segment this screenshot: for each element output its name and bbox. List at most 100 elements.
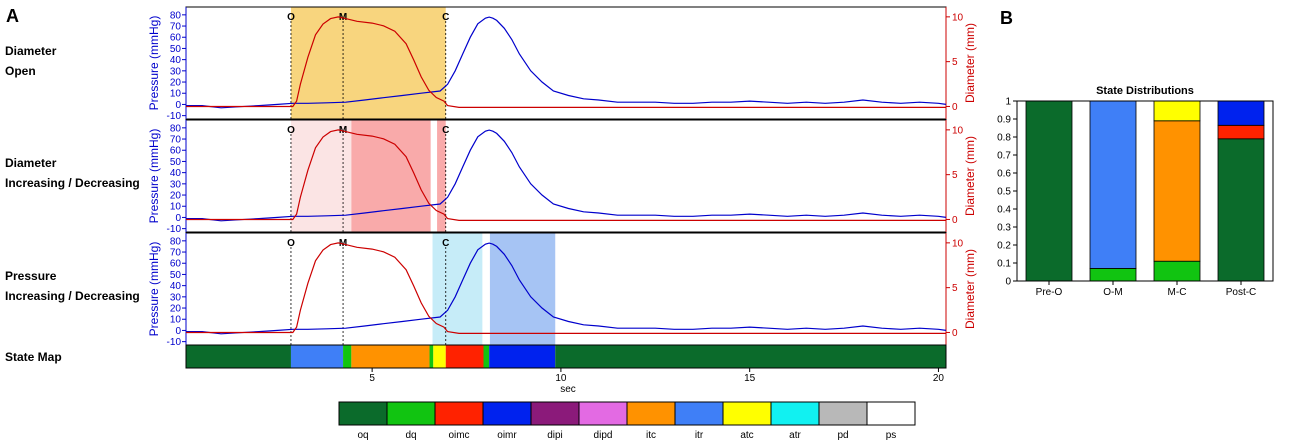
bar-segment-dq <box>1153 260 1201 282</box>
left-tick-label: 0 <box>175 100 181 111</box>
right-axis-title: Diameter (mm) <box>963 249 977 329</box>
left-tick-label: 60 <box>170 33 182 44</box>
row-label-1-line1: Diameter <box>5 44 57 58</box>
bar-segment-atc <box>1153 100 1201 122</box>
legend-swatch-dipi <box>530 401 580 426</box>
shaded-region <box>432 233 483 345</box>
panel-label-a: A <box>6 6 19 26</box>
bar-segment-itr <box>1089 100 1137 269</box>
bar-y-tick-label: 0.1 <box>997 259 1011 270</box>
left-tick-label: 50 <box>170 157 182 168</box>
legend-swatch-atr <box>770 401 820 426</box>
left-tick-label: 40 <box>170 281 182 292</box>
legend-swatch-atc <box>722 401 772 426</box>
diameter-line <box>186 129 946 221</box>
event-marker-label: O <box>287 238 295 249</box>
left-axis-title: Pressure (mmHg) <box>147 16 161 111</box>
bar-segment-oq <box>1025 100 1073 282</box>
left-tick-label: 30 <box>170 66 182 77</box>
diameter-line <box>186 16 946 109</box>
legend-swatch-itr <box>674 401 724 426</box>
bar-segment-oq <box>1217 138 1265 282</box>
row-label-2-line2: Increasing / Decreasing <box>5 176 140 190</box>
state-map-strip <box>185 344 947 369</box>
right-axis-title: Diameter (mm) <box>963 23 977 103</box>
left-tick-label: 30 <box>170 179 182 190</box>
bar-y-tick-label: 0.2 <box>997 241 1011 252</box>
pressure-line <box>186 129 947 222</box>
diameter-line <box>186 242 946 334</box>
legend-swatch-pd <box>818 401 868 426</box>
right-tick-label: 0 <box>952 215 958 226</box>
bar-category-label: M-C <box>1168 287 1187 298</box>
left-tick-label: 20 <box>170 78 182 89</box>
plot-frame <box>185 232 947 346</box>
left-tick-label: 70 <box>170 248 182 259</box>
legend-label: oq <box>357 430 368 441</box>
left-tick-label: -10 <box>167 337 182 348</box>
bar-y-tick-label: 0.3 <box>997 223 1011 234</box>
state-legend: oq dq oimc oimr dipi dipd itc itr atc atr pd ps <box>338 401 916 441</box>
bar-chart-title: State Distributions <box>1096 85 1194 97</box>
event-marker-label: O <box>287 125 295 136</box>
row-label-1-line2: Open <box>5 64 36 78</box>
legend-swatch-itc <box>626 401 676 426</box>
panel-label-b: B <box>1000 8 1013 28</box>
left-tick-label: 80 <box>170 123 182 134</box>
state-segment <box>445 345 484 368</box>
bar-y-tick-label: 0.7 <box>997 151 1011 162</box>
state-segment <box>483 345 490 368</box>
left-tick-label: 0 <box>175 213 181 224</box>
left-tick-label: 10 <box>170 89 182 100</box>
left-tick-label: 40 <box>170 55 182 66</box>
right-axis-title: Diameter (mm) <box>963 136 977 216</box>
bar-y-tick-label: 0.8 <box>997 133 1011 144</box>
state-segment <box>429 345 434 368</box>
bar-y-tick-label: 0 <box>1005 277 1011 288</box>
legend-swatch-dq <box>386 401 436 426</box>
state-segment <box>351 345 430 368</box>
pressure-line <box>186 242 947 335</box>
shaded-region <box>489 233 556 345</box>
legend-label: ps <box>886 430 897 441</box>
right-tick-label: 10 <box>952 238 964 249</box>
state-distributions-chart: State Distributions Pre-O O-M M-C Post-C 0 0.1… <box>997 85 1274 298</box>
bar-y-tick-label: 0.9 <box>997 115 1011 126</box>
x-tick-label: 15 <box>744 373 756 384</box>
left-tick-label: 60 <box>170 146 182 157</box>
left-axis-title: Pressure (mmHg) <box>147 129 161 224</box>
legend-label: atc <box>740 430 753 441</box>
legend-label: atr <box>789 430 801 441</box>
left-tick-label: 50 <box>170 44 182 55</box>
left-tick-label: 40 <box>170 168 182 179</box>
legend-label: dipd <box>594 430 613 441</box>
bar-y-tick-label: 1 <box>1005 97 1011 108</box>
bar-y-tick-label: 0.6 <box>997 169 1011 180</box>
shaded-region <box>437 120 446 232</box>
shaded-region <box>351 120 431 232</box>
legend-swatch-oimc <box>434 401 484 426</box>
bar-category-label: Pre-O <box>1036 287 1063 298</box>
state-segment <box>343 345 352 368</box>
x-axis-title: sec <box>560 384 576 395</box>
state-segment <box>186 345 291 368</box>
legend-swatch-ps <box>866 401 916 426</box>
legend-swatch-oimr <box>482 401 532 426</box>
bar-segment-dq <box>1089 267 1137 282</box>
right-tick-label: 5 <box>952 170 958 181</box>
state-segment <box>555 345 946 368</box>
legend-label: itc <box>646 430 656 441</box>
left-tick-label: -10 <box>167 224 182 235</box>
bar-category-label: Post-C <box>1226 287 1257 298</box>
shaded-region <box>290 7 446 119</box>
state-map-frame <box>185 344 947 369</box>
legend-swatch-oq <box>338 401 388 426</box>
legend-label: dq <box>405 430 416 441</box>
bar-segment-oimr <box>1217 100 1265 126</box>
left-tick-label: -10 <box>167 111 182 122</box>
x-tick-label: 5 <box>369 373 375 384</box>
event-marker-label: C <box>442 125 449 136</box>
